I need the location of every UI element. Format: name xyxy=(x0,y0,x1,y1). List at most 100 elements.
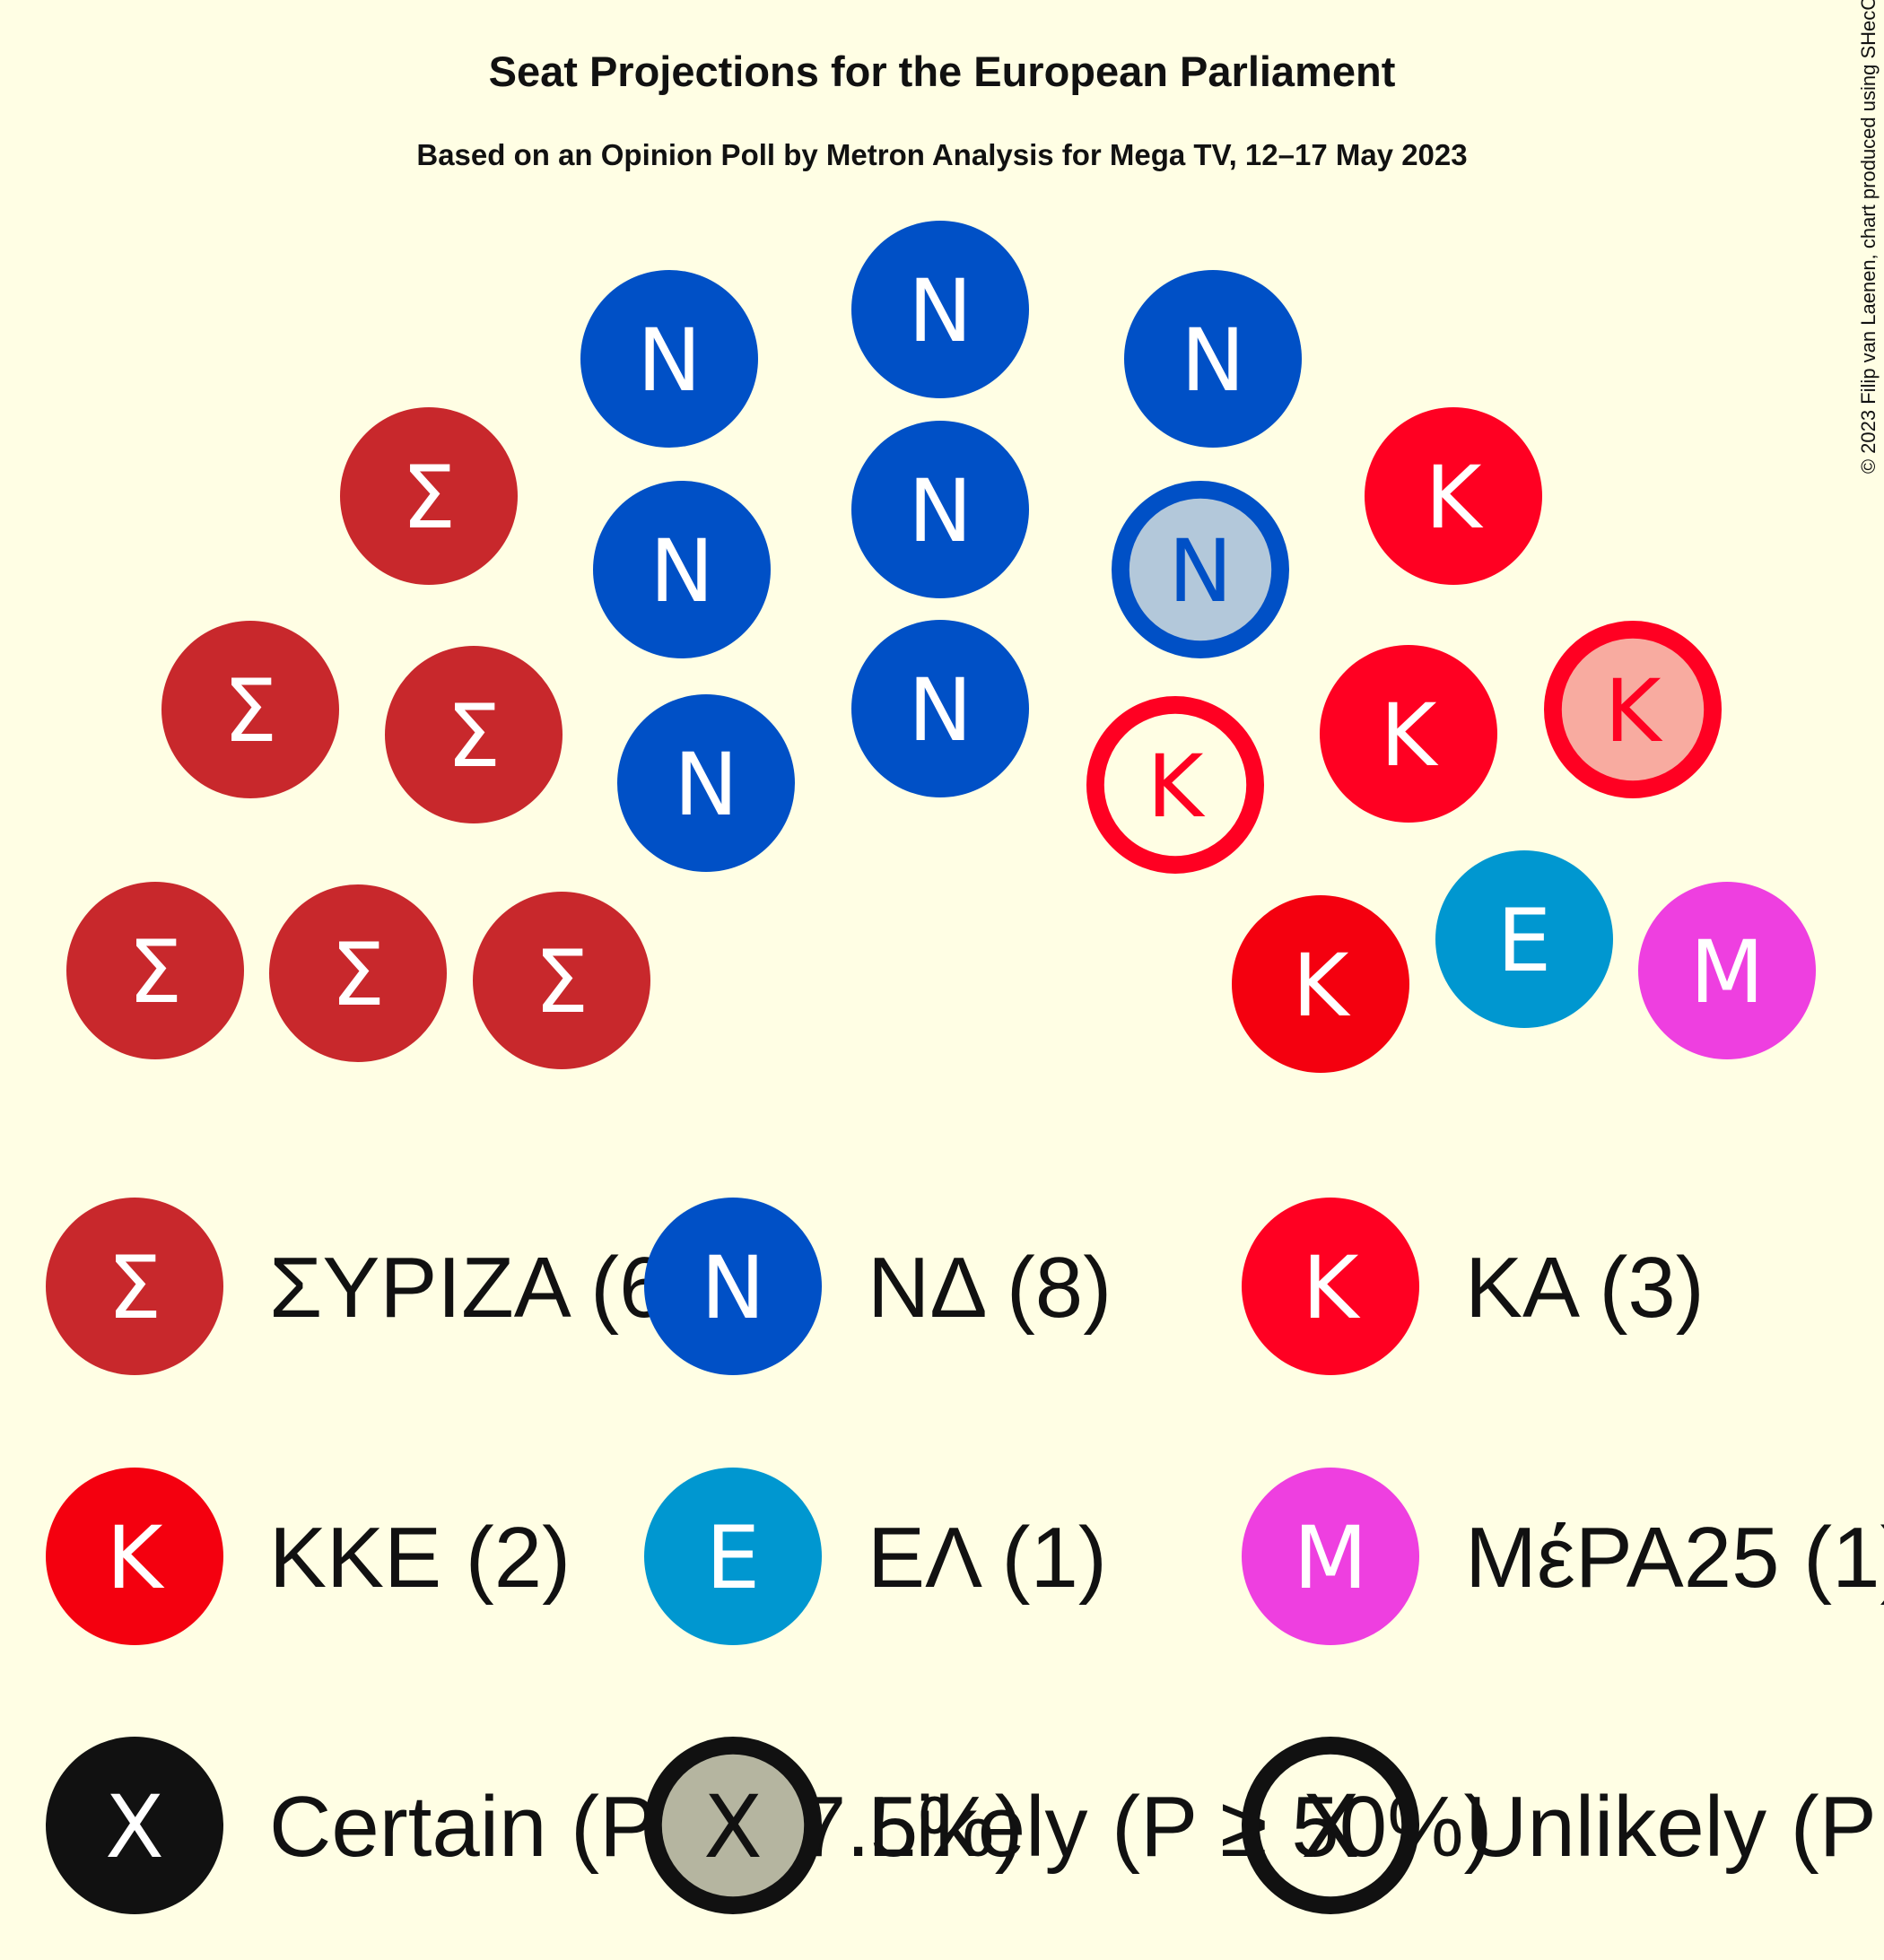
seat-kke-18-letter: K xyxy=(1293,936,1351,1036)
legend-label-mera25: ΜέΡΑ25 (1) xyxy=(1465,1510,1884,1606)
seat-nd-8: N xyxy=(580,270,758,448)
seat-ka-17-letter: K xyxy=(1381,685,1439,786)
seat-mera25-20: M xyxy=(1638,882,1816,1059)
seat-mera25-20-disc xyxy=(1638,882,1816,1059)
legend-label-syriza: ΣΥΡΙΖΑ (6) xyxy=(269,1240,695,1336)
seat-syriza-5-letter: Σ xyxy=(402,448,457,548)
seat-nd-11: N xyxy=(851,221,1029,398)
legend: Σ ΣΥΡΙΖΑ (6) N ΝΔ (8) K ΚΑ (3) K ΚΚΕ (2) E ΕΛ (1)… xyxy=(46,1198,1884,1915)
seat-ka-17-disc xyxy=(1320,645,1497,823)
chart-subtitle: Based on an Opinion Poll by Metron Analy… xyxy=(416,138,1467,171)
seat-nd-11-disc xyxy=(851,221,1029,398)
seat-nd-6: N xyxy=(617,694,795,872)
seat-nd-9-disc xyxy=(851,620,1029,797)
seat-syriza-2-disc xyxy=(473,892,650,1069)
legend-marker-unlikely-letter: X xyxy=(1301,1777,1360,1877)
seat-ka-15: K xyxy=(1544,621,1723,799)
seat-ka-16-letter: K xyxy=(1147,736,1206,837)
seat-syriza-4: Σ xyxy=(385,646,563,823)
seat-nd-13: N xyxy=(1112,481,1290,659)
seat-ka-15-letter: K xyxy=(1605,661,1663,762)
seat-syriza-5-disc xyxy=(340,407,518,585)
seat-nd-12-letter: N xyxy=(1181,310,1245,411)
seat-nd-9-letter: N xyxy=(908,660,973,761)
seat-syriza-3: Σ xyxy=(161,621,339,798)
legend-marker-ka-disc xyxy=(1242,1198,1419,1375)
chart-title: Seat Projections for the European Parlia… xyxy=(489,48,1396,95)
seat-mera25-20-letter: M xyxy=(1690,922,1765,1023)
seat-syriza-5: Σ xyxy=(340,407,518,585)
seat-nd-7: N xyxy=(593,481,771,658)
legend-marker-mera25: M xyxy=(1242,1468,1419,1645)
seat-syriza-4-disc xyxy=(385,646,563,823)
seat-syriza-1-letter: Σ xyxy=(331,925,386,1025)
legend-marker-el-disc xyxy=(644,1468,822,1645)
copyright-note: © 2023 Filip van Laenen, chart produced … xyxy=(1857,0,1880,474)
legend-marker-el: E xyxy=(644,1468,822,1645)
seat-syriza-2-letter: Σ xyxy=(535,932,589,1032)
seat-ka-15-disc xyxy=(1544,621,1723,799)
seat-nd-6-letter: N xyxy=(674,735,738,835)
seat-nd-11-letter: N xyxy=(908,261,973,362)
seat-ka-14-letter: K xyxy=(1426,448,1484,548)
seat-nd-10: N xyxy=(851,421,1029,598)
legend-label-ka: ΚΑ (3) xyxy=(1465,1240,1705,1336)
seat-syriza-3-letter: Σ xyxy=(223,661,278,762)
seat-el-19: E xyxy=(1435,850,1613,1028)
legend-label-el: ΕΛ (1) xyxy=(868,1510,1107,1606)
seat-syriza-3-disc xyxy=(161,621,339,798)
legend-marker-nd-disc xyxy=(644,1198,822,1375)
legend-label-nd: ΝΔ (8) xyxy=(868,1240,1112,1336)
seat-nd-7-letter: N xyxy=(650,521,714,622)
legend-marker-el-letter: E xyxy=(706,1508,761,1608)
seat-ka-16: K xyxy=(1086,696,1265,875)
seat-syriza-0: Σ xyxy=(66,882,244,1059)
legend-marker-nd: N xyxy=(644,1198,822,1375)
legend-marker-ka-letter: K xyxy=(1303,1238,1361,1338)
seat-el-19-disc xyxy=(1435,850,1613,1028)
seat-nd-9: N xyxy=(851,620,1029,797)
seat-nd-12-disc xyxy=(1124,270,1302,448)
legend-marker-likely-letter: X xyxy=(703,1777,763,1877)
seat-ka-17: K xyxy=(1320,645,1497,823)
legend-marker-syriza-letter: Σ xyxy=(108,1238,162,1338)
legend-marker-likely-disc xyxy=(644,1737,823,1915)
seat-nd-10-disc xyxy=(851,421,1029,598)
seat-nd-6-disc xyxy=(617,694,795,872)
legend-marker-syriza: Σ xyxy=(46,1198,223,1375)
seat-syriza-1-disc xyxy=(269,884,447,1062)
legend-marker-certain-letter: X xyxy=(105,1777,164,1877)
seat-syriza-4-letter: Σ xyxy=(447,686,502,787)
seat-ka-14-disc xyxy=(1365,407,1542,585)
seat-nd-8-disc xyxy=(580,270,758,448)
legend-marker-likely: X xyxy=(644,1737,823,1915)
legend-marker-kke-letter: K xyxy=(107,1508,165,1608)
seat-nd-13-letter: N xyxy=(1168,521,1233,622)
seat-nd-12: N xyxy=(1124,270,1302,448)
legend-marker-certain-disc xyxy=(46,1737,223,1914)
legend-label-kke: ΚΚΕ (2) xyxy=(269,1510,571,1606)
legend-marker-kke: K xyxy=(46,1468,223,1645)
legend-marker-nd-letter: N xyxy=(701,1238,765,1338)
seat-ka-14: K xyxy=(1365,407,1542,585)
seat-syriza-0-disc xyxy=(66,882,244,1059)
legend-marker-syriza-disc xyxy=(46,1198,223,1375)
legend-marker-ka: K xyxy=(1242,1198,1419,1375)
seat-syriza-0-letter: Σ xyxy=(128,922,183,1023)
seat-kke-18-disc xyxy=(1232,895,1409,1073)
legend-marker-kke-disc xyxy=(46,1468,223,1645)
legend-label-likely: Likely (P ≥ 50%) xyxy=(868,1779,1493,1875)
seat-syriza-1: Σ xyxy=(269,884,447,1062)
seat-el-19-letter: E xyxy=(1497,891,1552,991)
seat-kke-18: K xyxy=(1232,895,1409,1073)
legend-marker-certain: X xyxy=(46,1737,223,1914)
seat-syriza-2: Σ xyxy=(473,892,650,1069)
seat-nd-10-letter: N xyxy=(908,461,973,562)
legend-marker-mera25-disc xyxy=(1242,1468,1419,1645)
legend-marker-unlikely: X xyxy=(1242,1737,1420,1915)
seat-ka-16-ring xyxy=(1086,696,1265,875)
legend-marker-unlikely-ring xyxy=(1242,1737,1420,1915)
seat-nd-7-disc xyxy=(593,481,771,658)
